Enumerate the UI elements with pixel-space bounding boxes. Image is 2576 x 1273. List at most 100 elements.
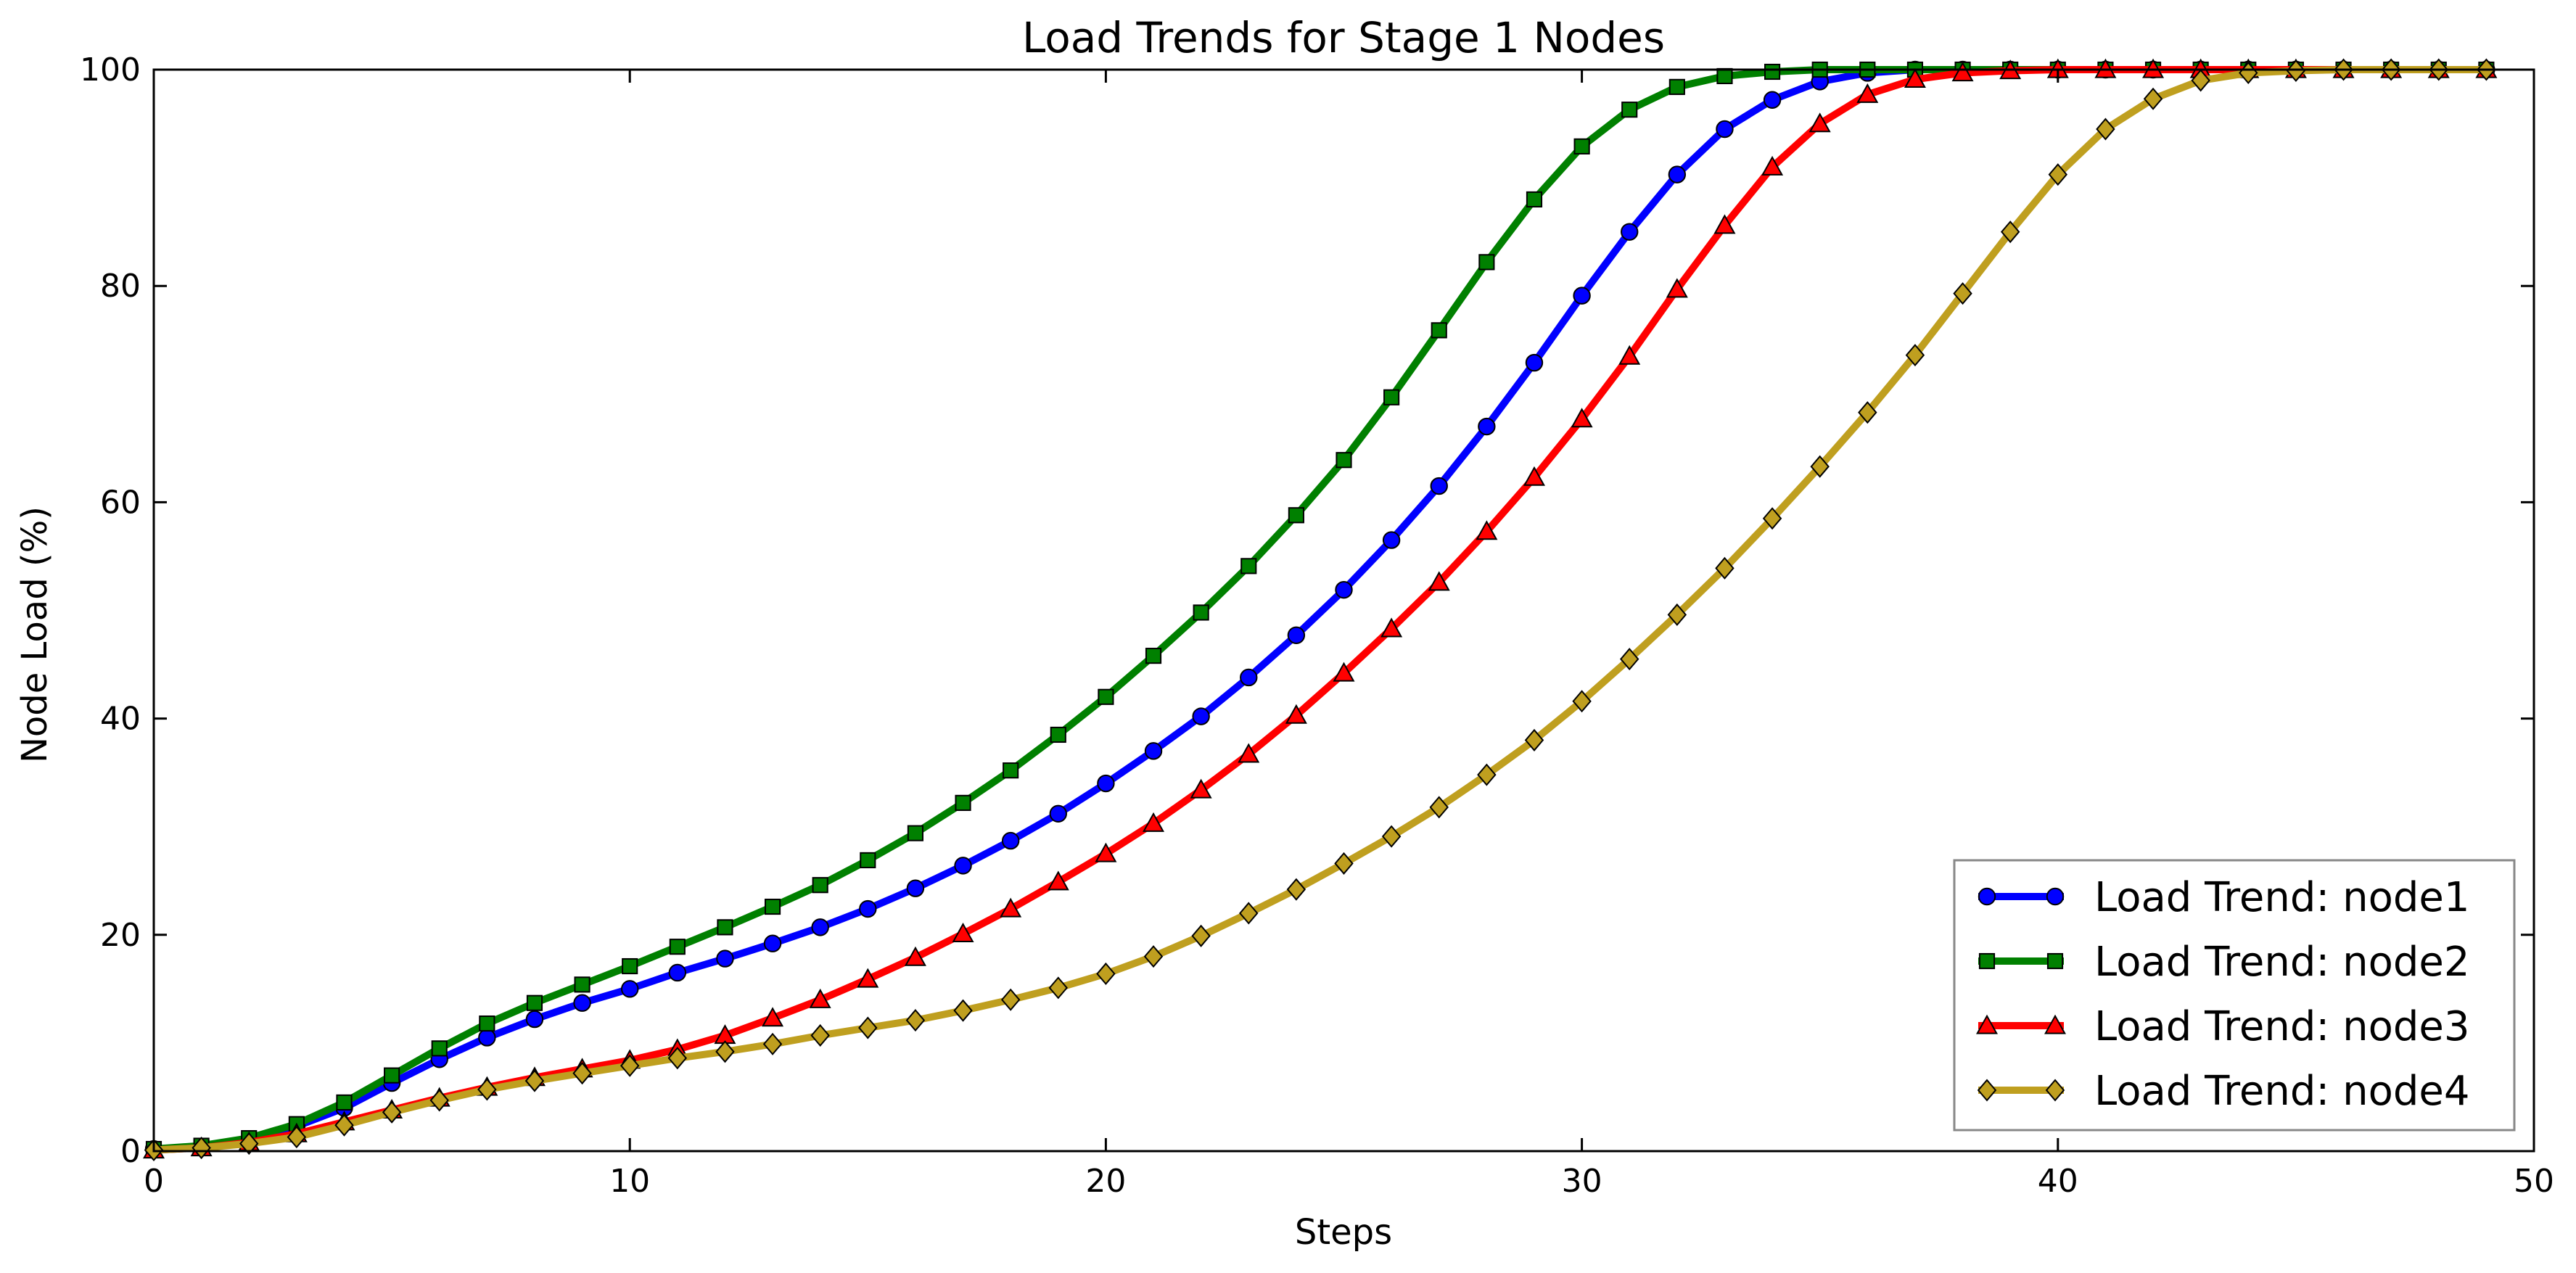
data-point — [477, 1078, 497, 1101]
data-point — [1808, 112, 1831, 133]
data-point — [860, 852, 876, 869]
data-point — [1523, 466, 1545, 486]
data-point — [1098, 688, 1114, 705]
legend-marker-start — [1976, 1014, 1998, 1034]
data-point — [1762, 507, 1782, 530]
data-point — [1668, 78, 1685, 95]
data-point — [952, 922, 974, 942]
y-tick-label: 20 — [100, 917, 141, 954]
plot-frame — [152, 68, 2535, 1153]
legend-label: Load Trend: node2 — [2094, 939, 2469, 986]
data-point — [622, 957, 638, 975]
data-point — [1336, 452, 1352, 469]
data-point — [431, 1040, 448, 1057]
chart-title: Load Trends for Stage 1 Nodes — [1022, 13, 1665, 62]
data-point — [1288, 507, 1304, 524]
data-point — [2191, 69, 2210, 92]
data-point — [524, 1069, 545, 1092]
data-point — [858, 1016, 878, 1039]
data-point — [763, 934, 782, 952]
y-tick-label: 0 — [120, 1133, 141, 1170]
data-point — [384, 1067, 400, 1084]
legend-label: Load Trend: node4 — [2094, 1068, 2469, 1115]
legend-marker-end — [2044, 1014, 2066, 1034]
data-point — [1381, 825, 1402, 848]
data-point — [1000, 988, 1021, 1011]
legend-label: Load Trend: node1 — [2094, 874, 2469, 921]
data-point — [953, 999, 973, 1022]
data-point — [1145, 648, 1162, 664]
data-point — [1193, 604, 1209, 621]
data-point — [1143, 945, 1164, 968]
data-point — [1383, 389, 1400, 405]
data-point — [1048, 976, 1068, 1000]
legend-entry: Load Trend: node1 — [1978, 874, 2469, 921]
y-tick-label: 100 — [80, 52, 141, 88]
data-point — [1000, 897, 1022, 918]
data-point — [574, 976, 590, 993]
data-point — [1716, 67, 1733, 85]
data-point — [287, 1126, 307, 1149]
data-point — [1239, 902, 1259, 925]
data-point — [2096, 118, 2115, 141]
data-point — [192, 1136, 211, 1160]
data-point — [525, 1010, 544, 1029]
data-point — [1905, 344, 1925, 367]
legend-marker-end — [2046, 887, 2065, 906]
legend-marker-start — [1978, 952, 1996, 970]
data-point — [1526, 191, 1543, 207]
data-point — [239, 1132, 259, 1155]
series-4 — [144, 58, 2496, 1162]
data-point — [1476, 520, 1498, 540]
data-point — [762, 1007, 784, 1027]
x-tick-label: 10 — [609, 1163, 650, 1200]
data-point — [1238, 743, 1260, 763]
y-tick-label: 80 — [100, 268, 141, 305]
legend: Load Trend: node1 Load Trend: node2 Load T… — [1953, 859, 2516, 1132]
data-point — [1095, 842, 1117, 862]
data-point — [1097, 774, 1115, 793]
y-tick-label: 60 — [100, 484, 141, 521]
data-point — [1856, 83, 1879, 103]
data-point — [1050, 726, 1066, 743]
data-point — [1715, 556, 1735, 580]
data-point — [1524, 728, 1544, 751]
data-point — [1478, 254, 1495, 271]
legend-label: Load Trend: node3 — [2094, 1003, 2469, 1050]
data-point — [1382, 531, 1401, 549]
data-point — [811, 918, 829, 936]
data-point — [1572, 690, 1592, 713]
data-point — [1764, 63, 1781, 81]
data-point — [1618, 345, 1641, 365]
data-point — [334, 1113, 354, 1137]
y-axis-label: Node Load (%) — [15, 506, 55, 763]
data-point — [812, 877, 828, 894]
data-point — [810, 1023, 830, 1047]
data-point — [1477, 763, 1497, 786]
data-point — [573, 994, 591, 1012]
data-point — [1571, 408, 1593, 428]
data-point — [1621, 102, 1638, 118]
data-point — [905, 1009, 926, 1032]
axes: 0 10 20 30 40 50 0 20 40 60 80 100 — [80, 52, 2554, 1200]
data-point — [669, 939, 686, 955]
data-point — [716, 949, 734, 968]
data-point — [1333, 662, 1355, 682]
data-point — [717, 919, 733, 936]
data-point — [1763, 91, 1782, 109]
data-point — [667, 1047, 688, 1070]
data-point — [1478, 417, 1496, 436]
legend-box — [1953, 859, 2516, 1132]
data-point — [1904, 68, 1926, 88]
legend-entry: Load Trend: node2 — [1978, 939, 2469, 986]
data-point — [429, 1089, 449, 1112]
data-point — [1620, 648, 1639, 671]
data-point — [1240, 558, 1257, 574]
data-point — [1951, 62, 1974, 82]
data-point — [809, 988, 831, 1008]
data-point — [764, 898, 781, 915]
data-point — [1380, 617, 1403, 638]
data-point — [1334, 852, 1354, 875]
data-point — [479, 1015, 495, 1032]
